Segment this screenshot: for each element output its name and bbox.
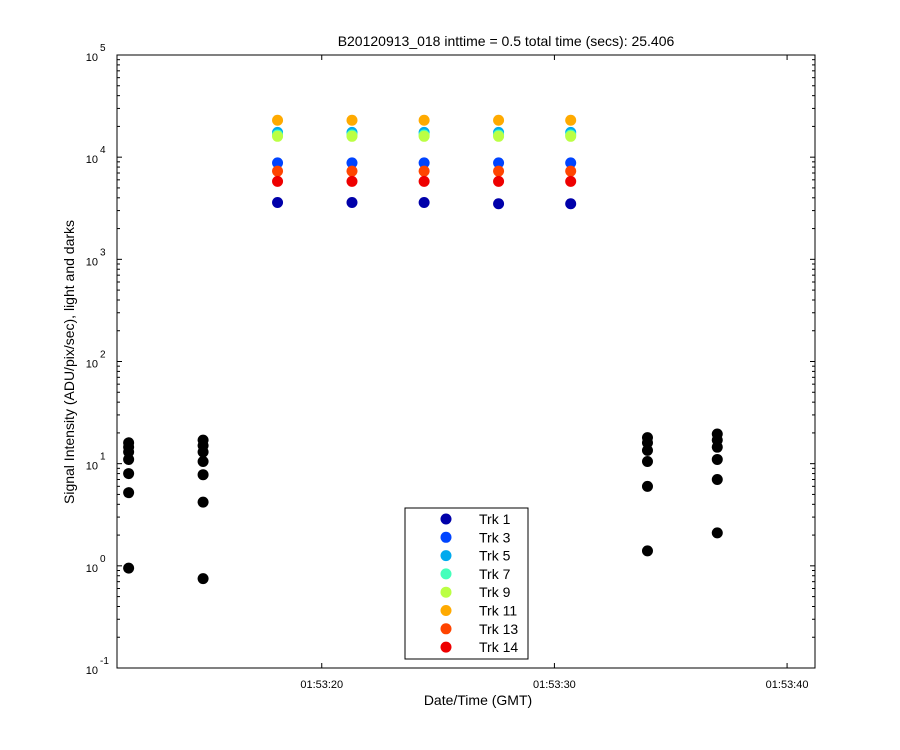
data-point: [346, 157, 358, 169]
legend-label: Trk 7: [479, 566, 511, 582]
dark-point: [641, 437, 653, 449]
data-point: [346, 175, 358, 187]
dark-point: [641, 480, 653, 492]
y-tick-label: 10: [86, 461, 98, 473]
dark-point: [711, 453, 723, 465]
y-axis-label: Signal Intensity (ADU/pix/sec), light an…: [61, 220, 77, 504]
dark-point: [197, 573, 209, 585]
legend-marker: [440, 550, 452, 562]
data-point: [272, 196, 284, 208]
data-point: [493, 114, 505, 126]
y-tick-exponent: 3: [100, 247, 106, 258]
legend-label: Trk 5: [479, 548, 511, 564]
data-point: [346, 165, 358, 177]
legend-marker: [440, 641, 452, 653]
data-point: [493, 165, 505, 177]
dark-point: [123, 487, 135, 499]
legend-marker: [440, 605, 452, 616]
x-tick-label: 01:53:30: [533, 679, 576, 691]
x-tick-label: 01:53:40: [766, 679, 809, 691]
dark-point: [123, 562, 135, 574]
x-axis-label: Date/Time (GMT): [424, 692, 532, 708]
data-point: [346, 130, 358, 142]
legend-marker: [440, 513, 452, 525]
data-point: [272, 165, 284, 177]
legend-marker: [440, 568, 452, 580]
data-point: [565, 175, 577, 187]
legend-box: [404, 507, 529, 660]
data-point: [418, 165, 430, 177]
dark-point: [711, 473, 723, 485]
legend-marker: [440, 531, 452, 543]
dark-point: [197, 496, 209, 508]
legend-label: Trk 13: [479, 621, 518, 637]
y-tick-label: 10: [86, 154, 98, 166]
data-point: [565, 157, 577, 169]
data-point: [418, 196, 430, 208]
y-tick-label: 10: [86, 563, 98, 575]
y-tick-label: 10: [86, 665, 98, 677]
data-point: [272, 130, 284, 142]
data-point: [418, 175, 430, 187]
y-tick-label: 10: [86, 52, 98, 64]
data-point: [418, 157, 430, 169]
y-tick-exponent: -1: [100, 656, 109, 667]
data-point: [565, 114, 577, 126]
data-point: [565, 198, 577, 210]
data-point: [493, 130, 505, 142]
legend-marker: [440, 623, 452, 635]
y-tick-exponent: 2: [100, 350, 106, 361]
dark-point: [123, 468, 135, 480]
chart-title: B20120913_018 inttime = 0.5 total time (…: [338, 33, 675, 49]
y-tick-label: 10: [86, 256, 98, 268]
data-point: [346, 196, 358, 208]
legend: Trk 1 Trk 3 Trk 5 Trk 7 Trk 9 Trk 11 Trk 13 Trk…: [404, 507, 529, 660]
data-point: [493, 175, 505, 187]
legend-label: Trk 14: [479, 639, 518, 655]
data-point: [565, 130, 577, 142]
data-point: [272, 157, 284, 169]
data-points: [123, 114, 723, 585]
x-tick-label: 01:53:20: [300, 679, 343, 691]
data-point: [346, 114, 358, 126]
data-point: [565, 165, 577, 177]
y-tick-exponent: 5: [100, 43, 106, 54]
data-point: [272, 114, 284, 126]
legend-label: Trk 11: [479, 603, 517, 619]
data-point: [272, 175, 284, 187]
dark-point: [197, 469, 209, 481]
y-tick-label: 10: [86, 359, 98, 371]
data-point: [418, 114, 430, 126]
dark-point: [197, 456, 209, 468]
dark-point: [711, 527, 723, 539]
legend-label: Trk 3: [479, 529, 511, 545]
data-point: [493, 198, 505, 210]
dark-point: [711, 441, 723, 453]
dark-point: [641, 545, 653, 557]
dark-point: [197, 446, 209, 458]
x-axis: 01:53:20 01:53:30 01:53:40: [300, 55, 808, 691]
y-tick-exponent: 4: [100, 145, 106, 156]
data-point: [418, 130, 430, 142]
legend-label: Trk 9: [479, 584, 511, 600]
y-tick-exponent: 1: [100, 452, 106, 463]
data-point: [493, 157, 505, 169]
legend-label: Trk 1: [479, 511, 511, 527]
dark-point: [123, 453, 135, 465]
y-tick-exponent: 0: [100, 554, 106, 565]
legend-marker: [440, 586, 452, 598]
dark-point: [641, 456, 653, 468]
dark-point: [641, 444, 653, 456]
